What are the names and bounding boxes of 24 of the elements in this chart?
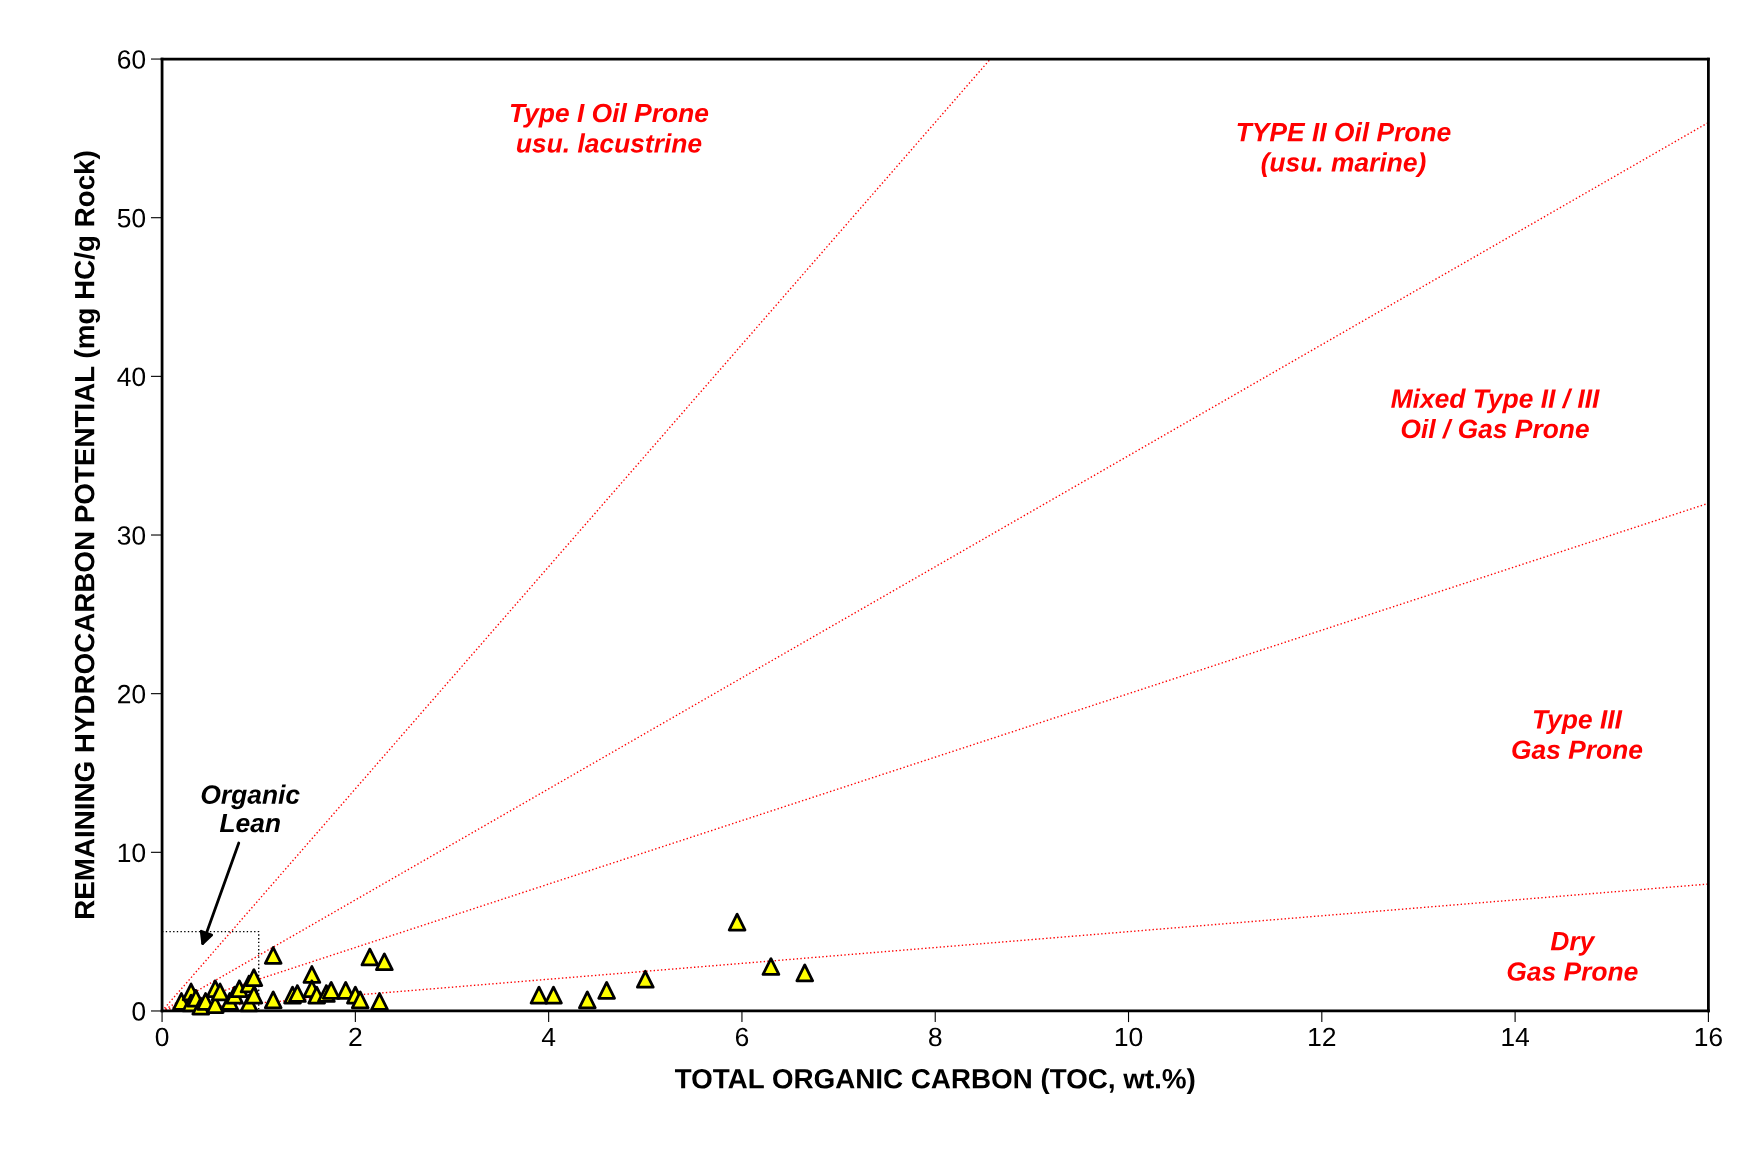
y-tick-label: 50 [117, 208, 146, 228]
y-tick-label: 60 [118, 50, 146, 69]
x-tick-label: 16 [1695, 1027, 1722, 1047]
annotation: Dry Gas Prone [1507, 932, 1638, 981]
y-tick-label: 20 [118, 684, 146, 704]
y-axis-title: REMAINING HYDROCARBON POTENTIAL (mg HC/g Rock) [74, 151, 101, 918]
x-tick-label: 8 [929, 1027, 942, 1047]
x-tick-label: 0 [155, 1027, 169, 1047]
x-tick-label: 2 [349, 1027, 362, 1047]
x-axis-title: TOTAL ORGANIC CARBON (TOC, wt.%) [674, 1068, 1195, 1095]
annotation: Organic Lean [201, 784, 300, 833]
annotation: Mixed Type II / III Oil / Gas Prone [1391, 388, 1600, 439]
y-tick-label: 0 [132, 1002, 146, 1021]
x-tick-label: 10 [1115, 1027, 1143, 1047]
annotation: Type III Gas Prone [1512, 710, 1643, 760]
y-tick-label: 10 [118, 843, 146, 863]
x-tick-label: 14 [1502, 1027, 1530, 1047]
y-tick-label: 30 [117, 526, 146, 545]
annotation: TYPE II Oil Prone (usu. marine) [1237, 122, 1451, 177]
x-tick-label: 6 [735, 1027, 749, 1047]
y-tick-label: 40 [117, 367, 146, 387]
annotation: Type I Oil Prone usu. lacustrine [510, 102, 709, 153]
x-tick-label: 4 [541, 1027, 556, 1047]
x-tick-label: 12 [1309, 1027, 1336, 1047]
